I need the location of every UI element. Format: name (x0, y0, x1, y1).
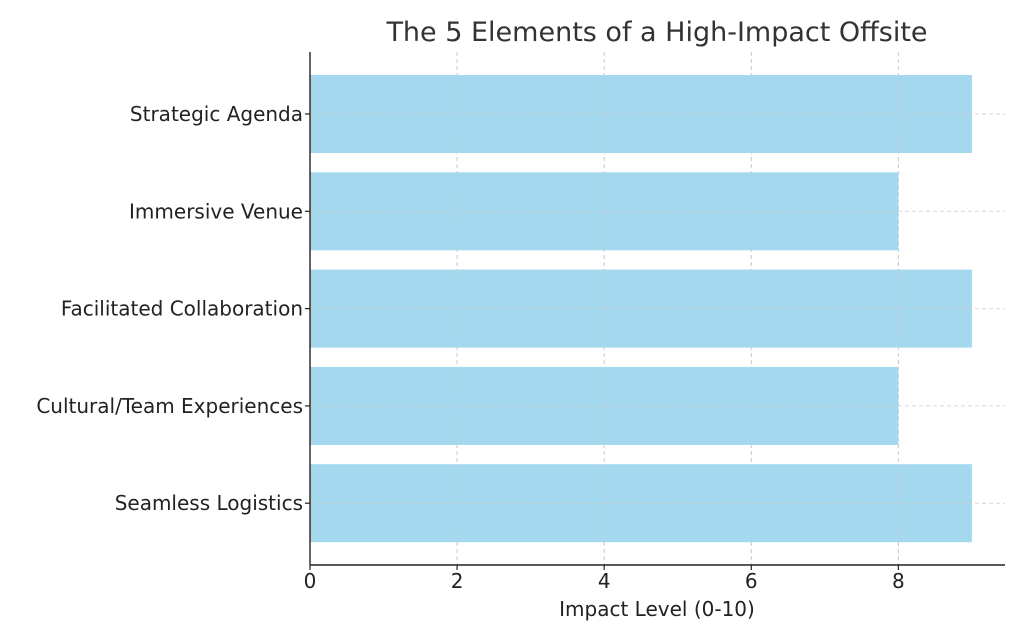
x-axis-label: Impact Level (0-10) (559, 597, 755, 621)
x-tick-label: 8 (892, 569, 905, 593)
y-tick-label: Seamless Logistics (115, 491, 303, 515)
x-tick-labels: 0 2 4 6 8 (304, 569, 905, 593)
y-tick-label: Strategic Agenda (130, 102, 303, 126)
y-tick-label: Immersive Venue (129, 199, 303, 223)
y-tick-labels: Strategic Agenda Immersive Venue Facilitat… (36, 102, 303, 515)
x-tick-label: 4 (598, 569, 611, 593)
axes-layer (305, 52, 1005, 570)
y-tick-label: Cultural/Team Experiences (36, 394, 303, 418)
y-tick-label: Facilitated Collaboration (61, 297, 303, 321)
chart-title: The 5 Elements of a High-Impact Offsite (385, 17, 927, 48)
x-tick-label: 6 (745, 569, 758, 593)
x-tick-label: 0 (304, 569, 317, 593)
x-tick-label: 2 (451, 569, 464, 593)
bars-layer (310, 52, 1005, 565)
